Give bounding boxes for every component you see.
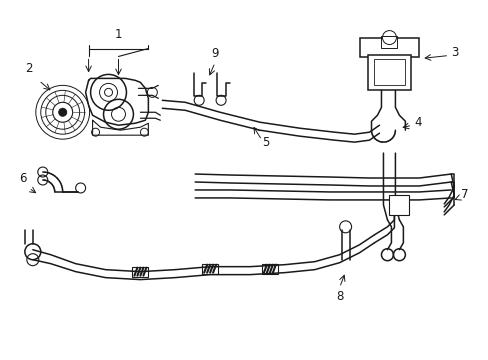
Text: 2: 2 [25,62,33,75]
Bar [132,267,148,276]
Text: 1: 1 [115,28,122,41]
Text: 9: 9 [211,48,219,60]
Text: 8: 8 [335,289,343,302]
Text: 5: 5 [262,136,269,149]
Text: 7: 7 [460,188,468,202]
Bar [381,36,397,48]
Bar [367,55,410,90]
Text: 4: 4 [413,116,421,129]
Bar [262,264,277,274]
Bar [388,195,408,215]
Text: 6: 6 [19,172,26,185]
Circle shape [59,108,66,116]
Bar [359,37,419,58]
Bar [202,264,218,274]
Text: 3: 3 [450,46,458,59]
Bar [373,59,405,85]
